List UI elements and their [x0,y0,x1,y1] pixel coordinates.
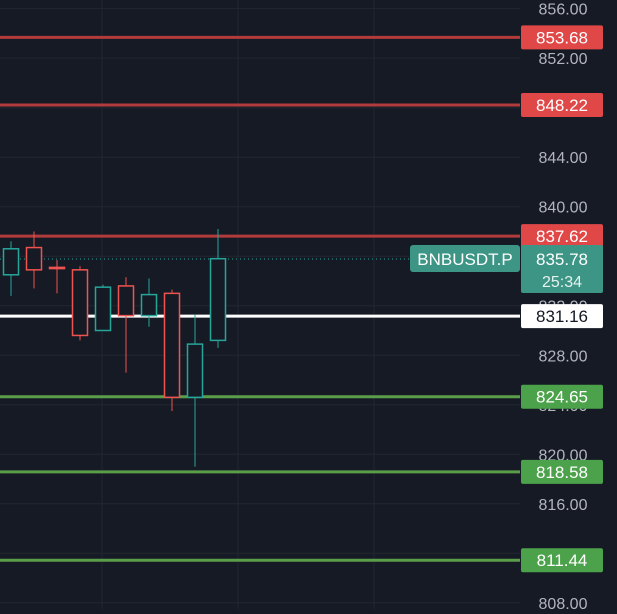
price-tick-label: 816.00 [539,497,588,514]
symbol-label-text: BNBUSDT.P [417,250,512,269]
candle-down [163,292,181,399]
price-tick-label: 856.00 [539,2,588,19]
horizontal-levels [0,35,520,562]
level-label-box [521,25,603,50]
level-label-box [521,548,603,573]
level-label-text: 853.68 [536,28,588,47]
candle-down [71,269,89,337]
level-label-box [521,92,603,117]
level-label-box [521,459,603,484]
candle-up [94,286,112,332]
candle-up [2,248,20,276]
level-label-text: 811.44 [537,551,588,570]
last-price-text: 835.78 [536,250,588,269]
level-label-box [521,384,603,409]
countdown-text: 25:34 [542,274,582,291]
level-label-text: 837.62 [536,227,588,246]
level-labels: 853.68 848.22 837.62 831.16 824.65 818.58 811.… [410,25,603,573]
candle-up [140,293,158,317]
level-label-box [521,224,603,249]
level-label-text: 824.65 [536,388,588,407]
level-label-text: 818.58 [536,463,588,482]
candle-up [186,343,204,399]
price-tick-label: 852.00 [539,51,588,68]
symbol-label-box [410,244,520,272]
candle-down [25,246,43,271]
candle-up [209,257,227,342]
price-tick-label: 828.00 [539,348,588,365]
level-label-text: 848.22 [536,96,588,115]
price-tick-label: 844.00 [539,150,588,167]
candles [2,228,227,467]
level-label-text: 831.16 [536,307,588,326]
price-tick-label: 808.00 [539,596,588,609]
last-price-box [521,244,603,293]
candle-down [48,266,66,270]
level-label-box [521,304,603,329]
price-tick-label: 840.00 [539,200,588,217]
candle-down [117,285,135,317]
